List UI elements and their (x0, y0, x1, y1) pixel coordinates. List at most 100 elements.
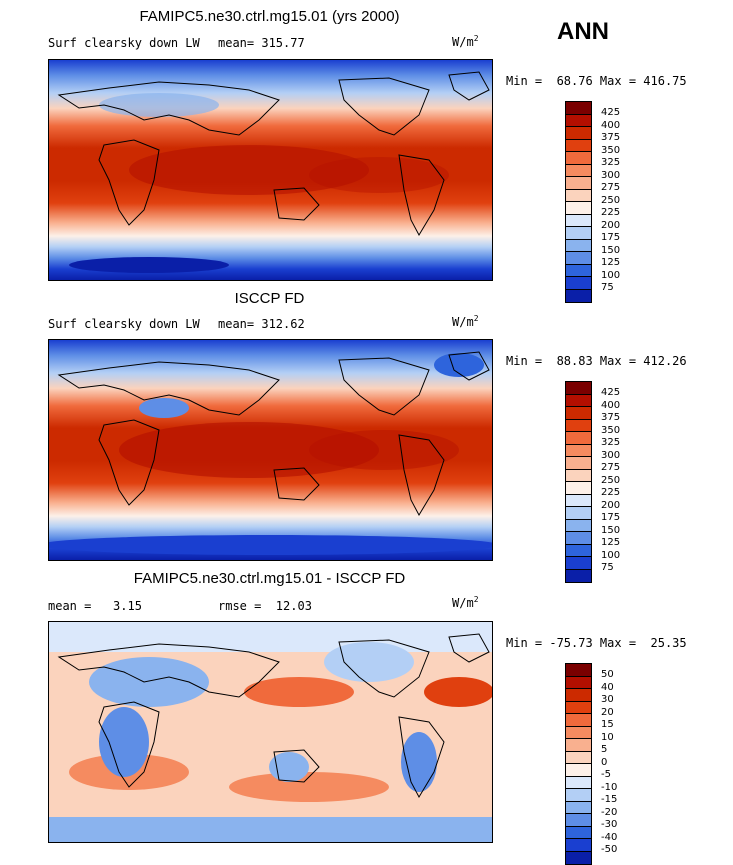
panel1-colorbar (565, 101, 592, 303)
panel2-colorbar-ticks: 425 400 375 350 325 300 275 250 225 200 175 150 125 1… (601, 387, 620, 575)
colorbar-swatch (566, 394, 591, 407)
colorbar-swatch (566, 264, 591, 277)
colorbar-tick-label: -30 (601, 819, 618, 830)
colorbar-swatch (566, 432, 591, 445)
colorbar-tick-label: 400 (601, 119, 621, 131)
colorbar-tick-label: 50 (601, 669, 614, 680)
panel1-title: FAMIPC5.ne30.ctrl.mg15.01 (yrs 2000) (139, 8, 400, 25)
panel2-colorbar (565, 381, 592, 583)
colorbar-swatch (566, 127, 591, 140)
panel3-mean: mean = 3.15 (48, 599, 142, 613)
colorbar-swatch (566, 532, 591, 545)
colorbar-swatch (566, 751, 591, 764)
colorbar-swatch (566, 214, 591, 227)
colorbar-tick-label: 225 (601, 487, 621, 498)
colorbar-tick-label: 275 (601, 182, 621, 193)
panel3-colorbar (565, 663, 592, 865)
colorbar-tick-label: 100 (601, 549, 621, 561)
season-label: ANN (557, 18, 609, 45)
panel2-title: ISCCP FD (234, 290, 305, 307)
panel1-mean: mean= 315.77 (218, 36, 305, 50)
colorbar-tick-label: 300 (601, 169, 621, 181)
colorbar-swatch (566, 494, 591, 507)
colorbar-swatch (566, 726, 591, 739)
colorbar-swatch (566, 227, 591, 240)
colorbar-swatch (566, 152, 591, 165)
colorbar-swatch (566, 664, 591, 677)
colorbar-swatch (566, 839, 591, 852)
colorbar-swatch (566, 776, 591, 789)
colorbar-tick-label: 40 (601, 681, 614, 693)
colorbar-swatch (566, 701, 591, 714)
colorbar-swatch (566, 469, 591, 482)
colorbar-swatch (566, 189, 591, 202)
panel3-title: FAMIPC5.ne30.ctrl.mg15.01 - ISCCP FD (133, 570, 406, 587)
colorbar-tick-label: 375 (601, 412, 621, 423)
colorbar-swatch (566, 557, 591, 570)
colorbar-swatch (566, 177, 591, 190)
panel2-minmax: Min = 88.83 Max = 412.26 (506, 354, 687, 368)
colorbar-swatch (566, 139, 591, 152)
colorbar-tick-label: 150 (601, 524, 621, 536)
colorbar-tick-label: 200 (601, 499, 621, 511)
colorbar-swatch (566, 457, 591, 470)
colorbar-swatch (566, 382, 591, 395)
colorbar-swatch (566, 814, 591, 827)
colorbar-tick-label: 350 (601, 424, 621, 436)
colorbar-tick-label: 75 (601, 562, 614, 573)
colorbar-tick-label: -40 (601, 831, 618, 843)
colorbar-swatch (566, 764, 591, 777)
colorbar-swatch (566, 789, 591, 802)
colorbar-swatch (566, 507, 591, 520)
colorbar-tick-label: 10 (601, 731, 614, 743)
panel3-colorbar-ticks: 50 40 30 20 15 10 5 0 -5 -10 -15 -20 -30 -40 -50 (601, 669, 617, 857)
colorbar-swatch (566, 482, 591, 495)
colorbar-tick-label: 20 (601, 706, 614, 718)
colorbar-swatch (566, 277, 591, 290)
colorbar-tick-label: 350 (601, 144, 621, 156)
colorbar-swatch (566, 289, 591, 302)
colorbar-tick-label: 325 (601, 157, 621, 168)
panel1-colorbar-ticks: 425 400 375 350 325 300 275 250 225 200 175 150 125 1… (601, 107, 620, 295)
colorbar-swatch (566, 569, 591, 582)
colorbar-tick-label: -5 (601, 769, 611, 780)
colorbar-tick-label: 400 (601, 399, 621, 411)
colorbar-tick-label: 150 (601, 244, 621, 256)
colorbar-tick-label: 300 (601, 449, 621, 461)
colorbar-tick-label: 250 (601, 474, 621, 486)
colorbar-swatch (566, 739, 591, 752)
panel3-minmax: Min = -75.73 Max = 25.35 (506, 636, 687, 650)
colorbar-swatch (566, 252, 591, 265)
colorbar-tick-label: 425 (601, 387, 621, 398)
colorbar-swatch (566, 676, 591, 689)
colorbar-swatch (566, 419, 591, 432)
colorbar-swatch (566, 407, 591, 420)
panel2-mean: mean= 312.62 (218, 317, 305, 331)
colorbar-tick-label: 100 (601, 269, 621, 281)
colorbar-tick-label: -50 (601, 844, 618, 855)
colorbar-tick-label: 0 (601, 756, 608, 768)
colorbar-tick-label: 125 (601, 257, 621, 268)
colorbar-tick-label: 30 (601, 694, 614, 705)
colorbar-tick-label: 15 (601, 719, 614, 730)
colorbar-tick-label: 325 (601, 437, 621, 448)
colorbar-tick-label: 175 (601, 232, 621, 243)
colorbar-swatch (566, 239, 591, 252)
panel1-map-graphic (49, 60, 492, 280)
panel3-map (48, 621, 493, 843)
panel3-rmse: rmse = 12.03 (218, 599, 312, 613)
colorbar-swatch (566, 801, 591, 814)
panel2-units: W/m2 (452, 314, 479, 329)
colorbar-swatch (566, 826, 591, 839)
colorbar-tick-label: 250 (601, 194, 621, 206)
colorbar-swatch (566, 519, 591, 532)
panel2-map (48, 339, 493, 561)
colorbar-tick-label: 425 (601, 107, 621, 118)
colorbar-tick-label: -10 (601, 781, 618, 793)
colorbar-tick-label: 75 (601, 282, 614, 293)
colorbar-swatch (566, 102, 591, 115)
colorbar-tick-label: -15 (601, 794, 618, 805)
colorbar-tick-label: 375 (601, 132, 621, 143)
panel2-map-graphic (49, 340, 492, 560)
colorbar-swatch (566, 444, 591, 457)
